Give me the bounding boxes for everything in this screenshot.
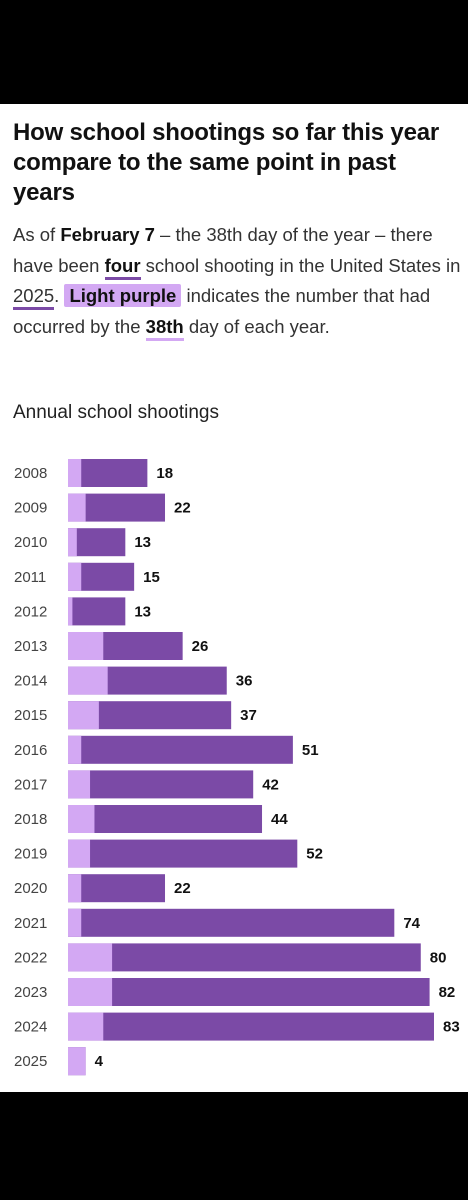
data-label: 4 (95, 1053, 104, 1070)
bar-ytd (68, 908, 82, 937)
bar-ytd (68, 978, 113, 1006)
subtitle-text: – the 38th day of the year – there have … (13, 224, 433, 276)
bar-annual-total (68, 770, 254, 799)
y-tick-label: 2013 (14, 638, 47, 655)
y-tick-label: 2022 (14, 949, 47, 966)
y-tick-label: 2019 (14, 846, 47, 863)
subtitle-date: February 7 (60, 224, 155, 245)
data-label: 36 (236, 673, 253, 690)
y-tick-label: 2010 (14, 534, 47, 551)
legend-chip-light-purple: Light purple (64, 284, 182, 307)
data-label: 26 (192, 638, 209, 655)
bar-ytd (68, 1047, 86, 1076)
bar-annual-total (68, 908, 395, 937)
y-tick-label: 2021 (14, 915, 47, 932)
bar-annual-total (68, 839, 298, 868)
bar-annual-total (68, 874, 166, 903)
y-tick-label: 2024 (14, 1019, 47, 1036)
bar-ytd (68, 666, 108, 695)
chart-heading: Annual school shootings (13, 402, 219, 423)
y-tick-label: 2023 (14, 984, 47, 1001)
chart-card: How school shootings so far this year co… (0, 104, 468, 1092)
bar-ytd (68, 528, 77, 557)
subtitle-text: indicates the number that had occurred b… (13, 285, 431, 337)
bar-ytd (68, 943, 113, 972)
subtitle-text: school shooting in the United States in (140, 254, 461, 276)
subtitle-day: 38th (145, 315, 184, 341)
bar-chart: 2008 18 2009 22 2010 13 2011 15 2012 13 2013 26 2014… (14, 459, 460, 1076)
data-label: 15 (143, 569, 160, 586)
bar-annual-total (68, 1012, 434, 1041)
bar-ytd (68, 839, 91, 868)
y-tick-label: 2008 (14, 465, 47, 482)
y-tick-label: 2020 (14, 880, 47, 897)
data-label: 51 (302, 742, 319, 759)
bar-annual-total (68, 943, 421, 972)
y-tick-label: 2017 (14, 776, 47, 793)
bar-ytd (68, 735, 82, 764)
y-tick-label: 2016 (14, 742, 47, 759)
y-tick-label: 2015 (14, 707, 47, 724)
data-label: 52 (306, 846, 323, 863)
subtitle-text: . (54, 285, 65, 306)
y-tick-label: 2012 (14, 603, 47, 620)
y-tick-label: 2025 (14, 1053, 47, 1070)
subtitle-text: day of each year. (183, 315, 330, 337)
subtitle-count: four (104, 254, 141, 280)
y-tick-label: 2014 (14, 673, 47, 690)
bar-annual-total (68, 459, 148, 487)
bar-ytd (68, 770, 91, 799)
data-label: 42 (262, 776, 279, 793)
bar-annual-total (68, 597, 126, 626)
data-label: 13 (134, 603, 151, 620)
subtitle-year: 2025 (13, 285, 55, 310)
data-label: 74 (403, 915, 420, 932)
page-title: How school shootings so far this year co… (13, 119, 440, 206)
bar-ytd (68, 562, 82, 591)
bar-ytd (68, 874, 82, 903)
y-tick-label: 2011 (14, 569, 46, 586)
bar-annual-total (68, 805, 263, 833)
subtitle-text: As of (13, 224, 61, 245)
data-label: 83 (443, 1019, 460, 1036)
bar-annual-total (68, 735, 293, 764)
bar-ytd (68, 805, 95, 833)
y-tick-label: 2009 (14, 500, 47, 517)
bar-ytd (68, 701, 99, 730)
data-label: 22 (174, 880, 191, 897)
data-label: 80 (430, 949, 447, 966)
bar-ytd (68, 459, 82, 487)
bar-ytd (68, 493, 86, 522)
data-label: 13 (134, 534, 151, 551)
data-label: 44 (271, 811, 288, 828)
subtitle: As of February 7 – the 38th day of the y… (13, 220, 463, 342)
bar-annual-total (68, 978, 430, 1006)
data-label: 18 (156, 465, 173, 482)
bar-ytd (68, 632, 104, 660)
y-tick-label: 2018 (14, 811, 47, 828)
bar-annual-total (68, 528, 126, 557)
data-label: 82 (439, 984, 456, 1001)
data-label: 37 (240, 707, 257, 724)
bar-ytd (68, 597, 73, 626)
bar-ytd (68, 1012, 104, 1041)
data-label: 22 (174, 500, 191, 517)
